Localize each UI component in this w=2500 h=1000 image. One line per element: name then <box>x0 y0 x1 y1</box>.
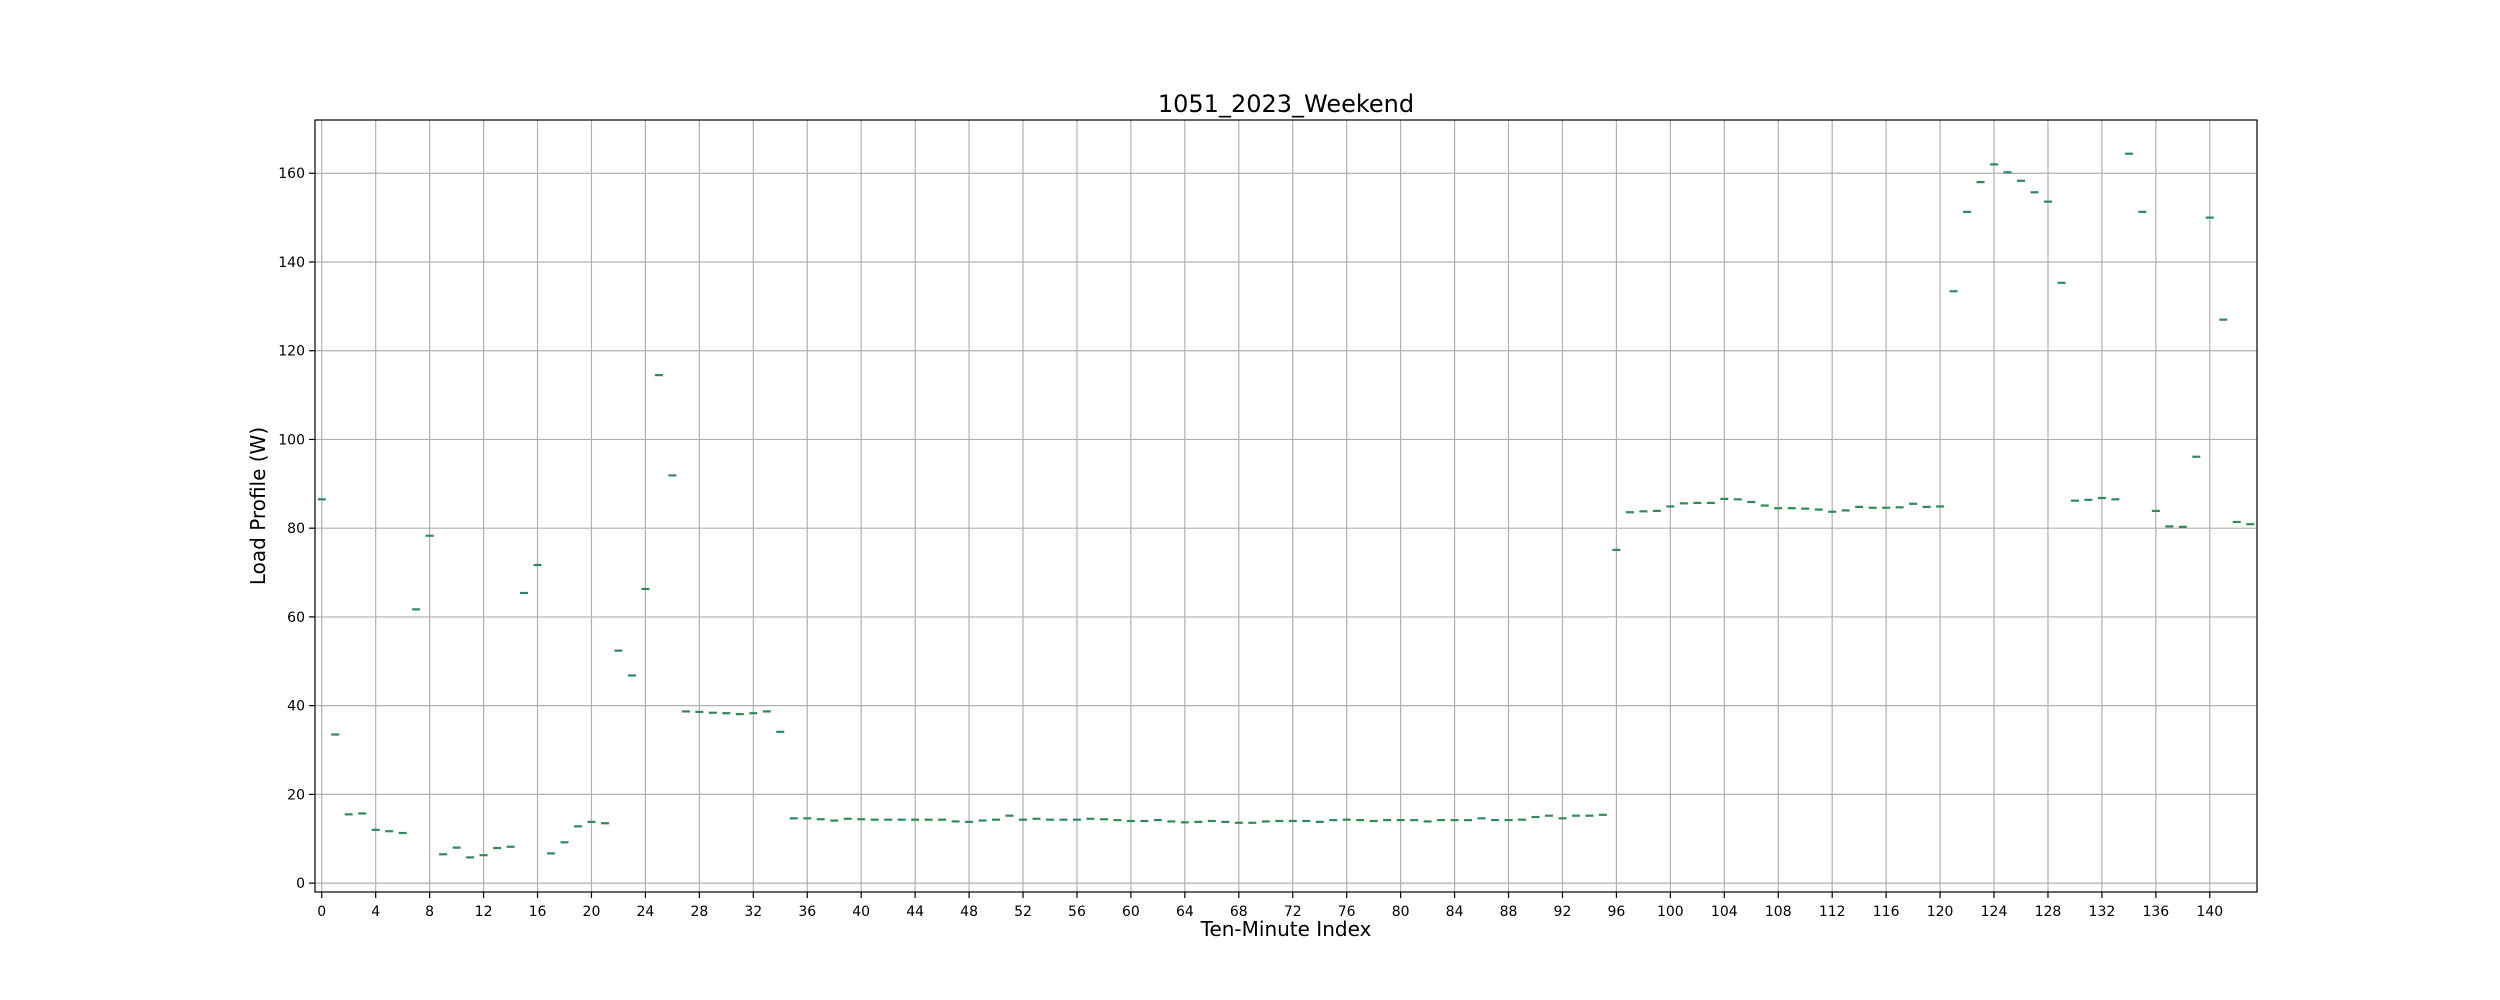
x-axis-label: Ten-Minute Index <box>1200 917 1372 941</box>
x-tick-label: 8 <box>425 904 434 920</box>
x-tick-label: 60 <box>1122 904 1140 920</box>
y-tick-label: 140 <box>278 255 305 271</box>
x-tick-label: 88 <box>1500 904 1518 920</box>
x-tick-label: 36 <box>798 904 816 920</box>
x-tick-label: 40 <box>852 904 870 920</box>
x-tick-label: 140 <box>2196 904 2223 920</box>
x-tick-label: 32 <box>744 904 762 920</box>
y-tick-label: 20 <box>287 787 305 803</box>
grid <box>315 120 2257 892</box>
data-markers <box>317 152 2255 859</box>
x-tick-label: 108 <box>1765 904 1792 920</box>
y-tick-label: 160 <box>278 166 305 182</box>
x-tick-label: 128 <box>2035 904 2062 920</box>
x-tick-label: 68 <box>1230 904 1248 920</box>
y-tick-label: 0 <box>296 876 305 892</box>
y-axis-ticks: 0 20 40 60 80 100 120 140 160 <box>278 166 315 892</box>
x-tick-label: 96 <box>1607 904 1625 920</box>
x-tick-label: 56 <box>1068 904 1086 920</box>
y-tick-label: 100 <box>278 432 305 448</box>
x-tick-label: 100 <box>1657 904 1684 920</box>
chart-title: 1051_2023_Weekend <box>1158 90 1414 118</box>
y-tick-label: 80 <box>287 521 305 537</box>
x-tick-label: 136 <box>2142 904 2169 920</box>
x-tick-label: 132 <box>2089 904 2116 920</box>
x-axis-ticks: 0 4 8 12 16 20 24 28 32 36 40 44 48 52 56 60 64 68 72 76 80 8… <box>317 892 2223 920</box>
y-tick-label: 120 <box>278 344 305 360</box>
x-tick-label: 12 <box>475 904 493 920</box>
x-tick-label: 112 <box>1819 904 1846 920</box>
x-tick-label: 16 <box>529 904 547 920</box>
y-tick-label: 60 <box>287 610 305 626</box>
x-tick-label: 84 <box>1446 904 1464 920</box>
x-tick-label: 72 <box>1284 904 1302 920</box>
x-tick-label: 64 <box>1176 904 1194 920</box>
x-tick-label: 116 <box>1873 904 1900 920</box>
x-tick-label: 120 <box>1927 904 1954 920</box>
x-tick-label: 28 <box>690 904 708 920</box>
x-tick-label: 44 <box>906 904 924 920</box>
x-tick-label: 4 <box>371 904 380 920</box>
x-tick-label: 0 <box>317 904 326 920</box>
x-tick-label: 52 <box>1014 904 1032 920</box>
plot-frame <box>314 119 2258 893</box>
x-tick-label: 124 <box>1981 904 2008 920</box>
x-tick-label: 80 <box>1392 904 1410 920</box>
y-axis-label: Load Profile (W) <box>246 427 270 585</box>
x-tick-label: 48 <box>960 904 978 920</box>
x-tick-label: 76 <box>1338 904 1356 920</box>
x-tick-label: 92 <box>1554 904 1572 920</box>
y-tick-label: 40 <box>287 699 305 715</box>
x-tick-label: 24 <box>636 904 654 920</box>
x-tick-label: 20 <box>583 904 601 920</box>
x-tick-label: 104 <box>1711 904 1738 920</box>
